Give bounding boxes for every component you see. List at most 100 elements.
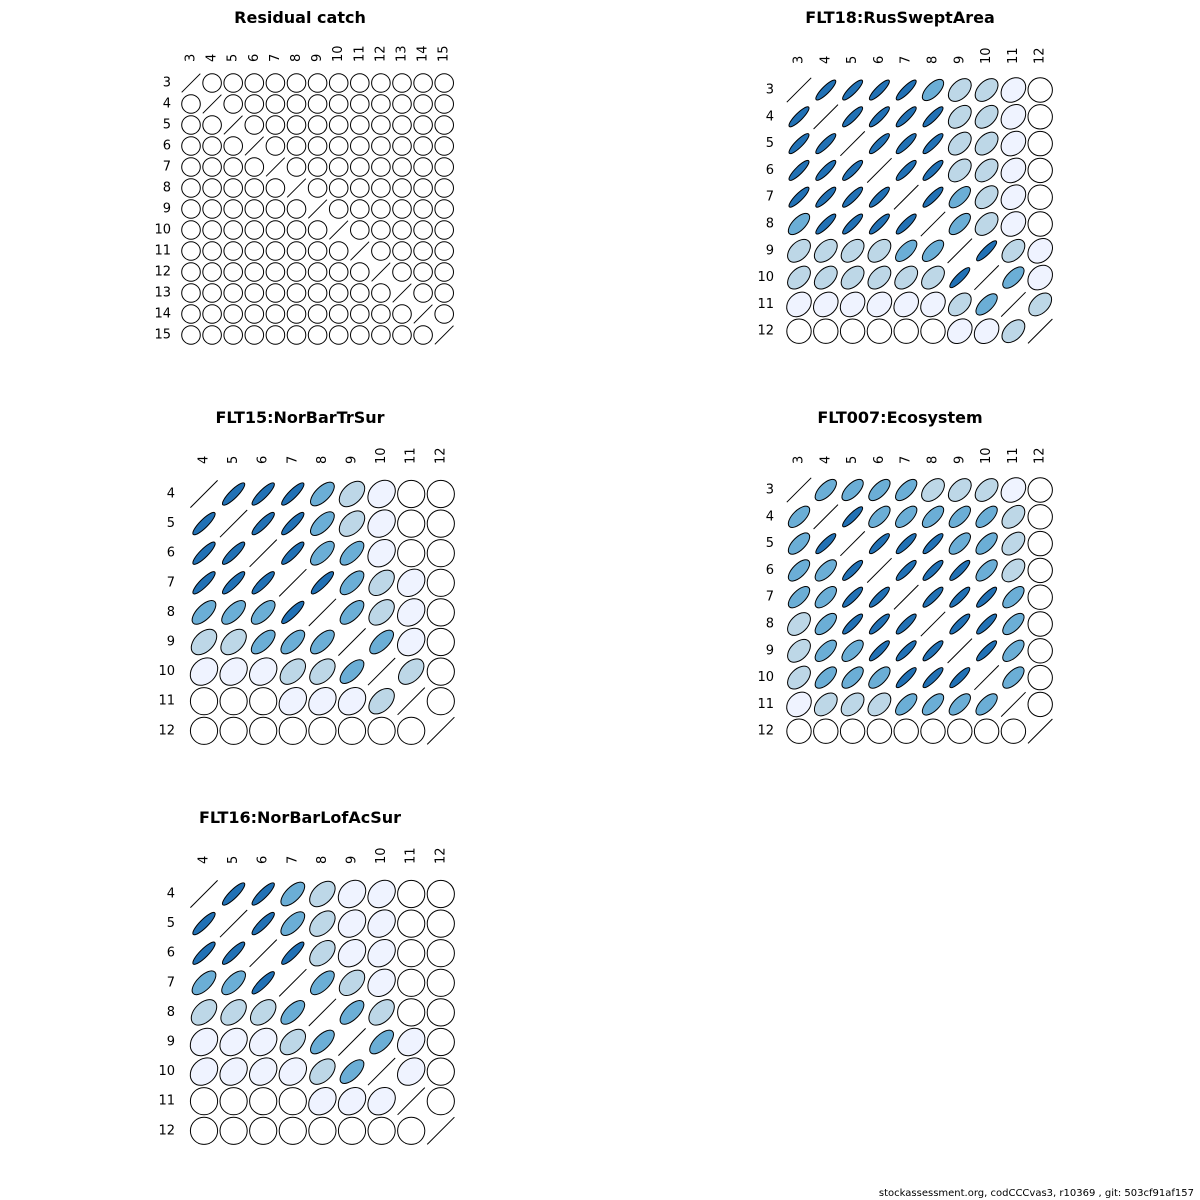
row-tick-label: 6 <box>163 139 171 154</box>
column-tick-label: 11 <box>1006 47 1021 64</box>
correlation-cell <box>310 511 335 536</box>
correlation-cell <box>842 186 864 208</box>
correlation-cell <box>223 178 243 198</box>
correlation-cell <box>895 133 917 155</box>
correlation-cell <box>866 291 893 318</box>
diagonal-line <box>265 157 286 177</box>
correlation-cell <box>328 73 349 93</box>
correlation-cell <box>842 559 864 581</box>
diagonal-line <box>219 909 248 938</box>
correlation-cell <box>413 157 433 177</box>
correlation-cell <box>286 304 307 324</box>
correlation-cell <box>308 716 337 745</box>
correlation-cell <box>949 559 971 581</box>
correlation-cell <box>426 479 455 509</box>
correlation-cell <box>265 304 286 324</box>
correlation-cell <box>286 136 307 156</box>
column-tick-label: 15 <box>437 45 452 62</box>
correlation-cell <box>920 291 946 318</box>
diagonal-line <box>223 115 243 135</box>
correlation-cell <box>350 115 370 135</box>
correlation-cell <box>392 241 412 261</box>
correlation-cell <box>413 325 433 345</box>
correlation-cell <box>397 998 426 1027</box>
correlation-cell <box>948 693 971 716</box>
correlation-cell <box>397 479 426 509</box>
correlation-cell <box>221 600 246 625</box>
column-tick-label: 5 <box>845 456 860 464</box>
correlation-cell <box>787 586 811 609</box>
diagonal-line <box>1000 691 1026 717</box>
correlation-cell <box>307 241 328 261</box>
correlation-cell <box>922 186 944 208</box>
correlation-cell <box>202 241 222 261</box>
correlation-cell <box>813 318 839 344</box>
correlation-cell <box>434 199 455 219</box>
diagonal-line <box>426 1116 455 1145</box>
diagonal-line <box>813 104 839 130</box>
correlation-cell <box>219 1027 248 1057</box>
correlation-cell <box>1027 211 1053 237</box>
correlation-cell <box>371 304 391 324</box>
correlation-cell <box>949 667 971 689</box>
correlation-cell <box>413 241 433 261</box>
correlation-cell <box>426 968 455 997</box>
correlation-cell <box>350 262 370 282</box>
correlation-cell <box>251 911 275 936</box>
row-tick-label: 8 <box>167 605 175 620</box>
correlation-cell <box>223 262 243 282</box>
correlation-cell <box>842 586 864 608</box>
column-tick-label: 8 <box>926 456 941 464</box>
correlation-cell <box>426 687 455 716</box>
correlation-cell <box>922 559 944 581</box>
correlation-cell <box>181 157 201 177</box>
correlation-cell <box>265 136 286 156</box>
panel-title: FLT007:Ecosystem <box>817 408 982 427</box>
row-tick-label: 4 <box>766 109 774 124</box>
correlation-cell <box>244 115 265 135</box>
correlation-cell <box>426 909 455 938</box>
correlation-cell <box>813 692 838 717</box>
diagonal-line <box>893 584 919 610</box>
correlation-cell <box>337 879 367 909</box>
correlation-cell <box>202 262 222 282</box>
correlation-cell <box>181 325 201 345</box>
correlation-cell <box>842 213 864 235</box>
diagonal-line <box>397 687 426 716</box>
correlation-cell <box>813 291 839 318</box>
correlation-cell <box>895 239 918 262</box>
correlation-cell <box>307 115 328 135</box>
diagonal-line <box>1000 291 1026 317</box>
correlation-cell <box>367 539 396 568</box>
correlation-cell <box>976 240 998 262</box>
correlation-cell <box>397 627 426 657</box>
correlation-cell <box>310 629 335 655</box>
correlation-cell <box>392 262 412 282</box>
correlation-cell <box>815 79 837 101</box>
correlation-cell <box>920 718 946 744</box>
diagonal-line <box>249 539 278 568</box>
correlation-cell <box>181 304 201 324</box>
correlation-cell <box>307 94 328 114</box>
correlation-cell <box>426 568 455 597</box>
correlation-cell <box>181 262 201 282</box>
correlation-cell <box>788 133 810 155</box>
correlation-cell <box>426 1057 455 1086</box>
diagonal-line <box>840 531 866 557</box>
correlation-cell <box>815 213 837 235</box>
row-tick-label: 11 <box>757 697 774 712</box>
diagonal-line <box>307 199 328 219</box>
column-tick-label: 7 <box>285 456 300 464</box>
correlation-cell <box>244 94 265 114</box>
correlation-cell <box>814 639 837 662</box>
diagonal-line <box>219 509 248 538</box>
correlation-cell <box>895 79 917 101</box>
correlation-cell <box>1027 530 1053 557</box>
correlation-cell <box>286 241 307 261</box>
correlation-cell <box>191 970 217 996</box>
correlation-cell <box>974 185 999 210</box>
correlation-cell <box>1000 104 1027 130</box>
correlation-cell <box>976 586 998 608</box>
correlation-cell <box>286 199 307 219</box>
